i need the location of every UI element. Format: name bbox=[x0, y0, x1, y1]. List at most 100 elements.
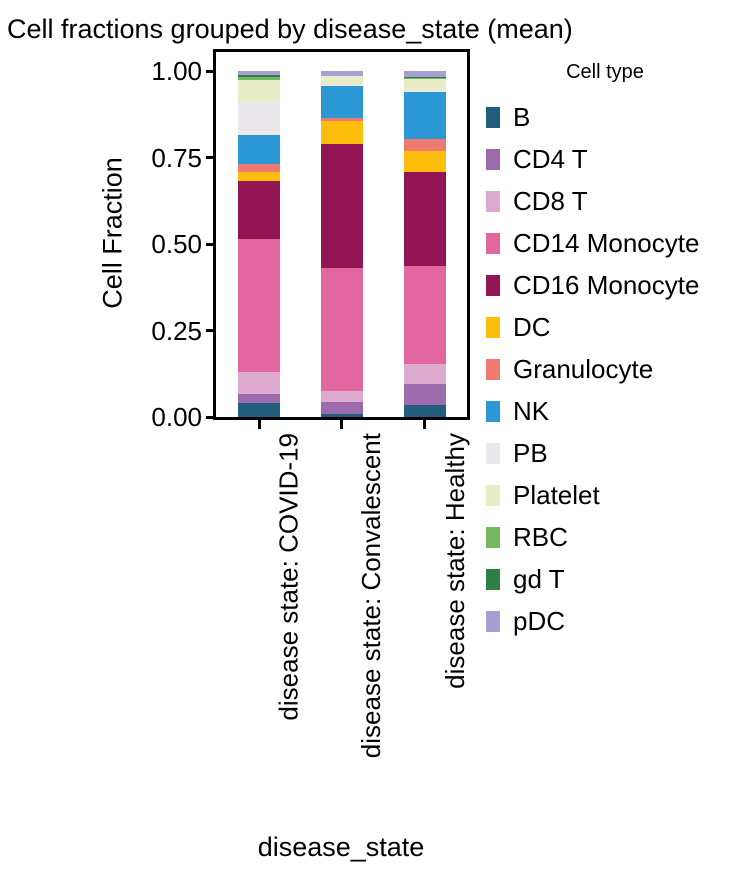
legend-swatch-icon bbox=[486, 442, 500, 464]
bar-segment-cd4-t bbox=[320, 402, 363, 415]
y-tick-mark bbox=[206, 415, 216, 419]
legend-items: B CD4 T CD8 T CD14 Monocyte CD16 Monocyte DC G… bbox=[480, 96, 730, 642]
bar-segment-pdc bbox=[403, 71, 446, 77]
bar-segment-pdc bbox=[320, 71, 363, 76]
bar-segment-platelet bbox=[238, 80, 280, 103]
bar-segment-cd8-t bbox=[238, 372, 280, 394]
bar-segment-pb bbox=[320, 85, 363, 86]
bar-segment-platelet bbox=[403, 78, 446, 91]
plot-area bbox=[213, 49, 470, 420]
legend-item-label: DC bbox=[513, 311, 551, 342]
bar-segment-nk bbox=[320, 85, 363, 118]
bar-segment-b bbox=[403, 405, 446, 417]
x-tick-label: disease state: COVID-19 bbox=[274, 433, 304, 721]
legend-swatch-icon bbox=[486, 232, 500, 254]
bar-segment-pb bbox=[238, 102, 280, 136]
legend-swatch-icon bbox=[486, 274, 500, 296]
legend-swatch-icon bbox=[486, 106, 500, 128]
bar-segment-dc bbox=[238, 172, 280, 182]
legend-item-cd14-monocyte: CD14 Monocyte bbox=[480, 222, 730, 264]
legend-item-label: RBC bbox=[513, 521, 568, 552]
legend-swatch-icon bbox=[486, 190, 500, 212]
legend-swatch-icon bbox=[486, 568, 500, 590]
legend-item-b: B bbox=[480, 96, 730, 138]
legend-swatch-icon bbox=[486, 316, 500, 338]
legend-item-rbc: RBC bbox=[480, 516, 730, 558]
bar-segment-b bbox=[238, 403, 280, 417]
legend-item-granulocyte: Granulocyte bbox=[480, 348, 730, 390]
bar-segment-granulocyte bbox=[403, 139, 446, 151]
legend-item-cd8-t: CD8 T bbox=[480, 180, 730, 222]
stacked-bar bbox=[238, 71, 280, 417]
x-tick-label: disease state: Convalescent bbox=[356, 433, 387, 759]
bar-segment-dc bbox=[320, 121, 363, 145]
stacked-bar bbox=[320, 71, 363, 417]
legend-swatch-icon bbox=[486, 610, 500, 632]
y-tick-label: 0.25 bbox=[151, 315, 202, 346]
bar-segment-pb bbox=[403, 90, 446, 92]
legend-item-pb: PB bbox=[480, 432, 730, 474]
y-tick-mark bbox=[206, 156, 216, 159]
legend-item-nk: NK bbox=[480, 390, 730, 432]
legend-swatch-icon bbox=[486, 484, 500, 506]
x-tick-mark bbox=[423, 420, 426, 429]
bar-segment-nk bbox=[403, 91, 446, 140]
y-tick-mark bbox=[206, 69, 216, 73]
bar-segment-rbc bbox=[403, 78, 446, 79]
bar-segment-gd-t bbox=[403, 76, 446, 79]
legend-item-label: pDC bbox=[513, 605, 566, 636]
bar-segment-pdc bbox=[238, 71, 280, 76]
bar-segment-cd14-monocyte bbox=[238, 238, 280, 373]
bar-segment-nk bbox=[238, 135, 280, 165]
bar-segment-cd16-monocyte bbox=[320, 144, 363, 268]
bar-segment-rbc bbox=[238, 76, 280, 81]
legend-item-label: CD8 T bbox=[513, 185, 588, 216]
x-axis-label: disease_state bbox=[257, 832, 425, 862]
legend-item-pdc: pDC bbox=[480, 600, 730, 642]
x-tick-label: disease state: Healthy bbox=[439, 433, 470, 689]
y-tick-label: 0.75 bbox=[151, 142, 202, 173]
chart-title: Cell fractions grouped by disease_state … bbox=[7, 14, 573, 44]
legend-item-gd-t: gd T bbox=[480, 558, 730, 600]
legend-item-dc: DC bbox=[480, 306, 730, 348]
y-tick-label: 0.00 bbox=[151, 402, 202, 432]
legend-item-label: Platelet bbox=[513, 479, 600, 510]
legend-item-label: NK bbox=[513, 395, 550, 426]
bar-segment-cd4-t bbox=[403, 384, 446, 406]
legend-swatch-icon bbox=[486, 400, 500, 422]
legend: Cell type B CD4 T CD8 T CD14 Monocyte CD16 M… bbox=[480, 60, 730, 642]
bar-segment-cd4-t bbox=[238, 393, 280, 404]
bar-segment-cd8-t bbox=[403, 363, 446, 385]
legend-item-label: PB bbox=[513, 437, 548, 468]
legend-item-platelet: Platelet bbox=[480, 474, 730, 516]
legend-item-label: B bbox=[513, 101, 531, 132]
legend-item-label: CD14 Monocyte bbox=[513, 227, 700, 258]
legend-item-label: Granulocyte bbox=[513, 353, 654, 384]
bar-segment-platelet bbox=[320, 75, 363, 86]
x-tick-mark bbox=[257, 420, 261, 429]
bar-segment-cd14-monocyte bbox=[320, 267, 363, 391]
bar-segment-granulocyte bbox=[238, 164, 280, 173]
legend-item-label: CD4 T bbox=[513, 143, 588, 174]
y-tick-mark bbox=[206, 242, 216, 246]
legend-item-cd16-monocyte: CD16 Monocyte bbox=[480, 264, 730, 306]
bar-segment-cd16-monocyte bbox=[238, 181, 280, 239]
y-tick-label: 1.00 bbox=[151, 56, 202, 86]
y-tick-mark bbox=[206, 329, 216, 332]
bar-segment-cd16-monocyte bbox=[403, 172, 446, 266]
bar-segment-cd14-monocyte bbox=[403, 265, 446, 364]
y-tick-label: 0.50 bbox=[151, 229, 202, 259]
bar-segment-gd-t bbox=[238, 75, 280, 77]
legend-swatch-icon bbox=[486, 358, 500, 380]
legend-title: Cell type bbox=[566, 61, 644, 83]
legend-item-cd4-t: CD4 T bbox=[480, 138, 730, 180]
bar-segment-cd8-t bbox=[320, 390, 363, 403]
legend-swatch-icon bbox=[486, 526, 500, 548]
x-tick-mark bbox=[340, 420, 343, 429]
bar-segment-b bbox=[320, 414, 363, 417]
legend-item-label: gd T bbox=[513, 563, 565, 594]
stacked-bar bbox=[403, 71, 446, 417]
bar-segment-dc bbox=[403, 150, 446, 173]
legend-swatch-icon bbox=[486, 148, 500, 170]
